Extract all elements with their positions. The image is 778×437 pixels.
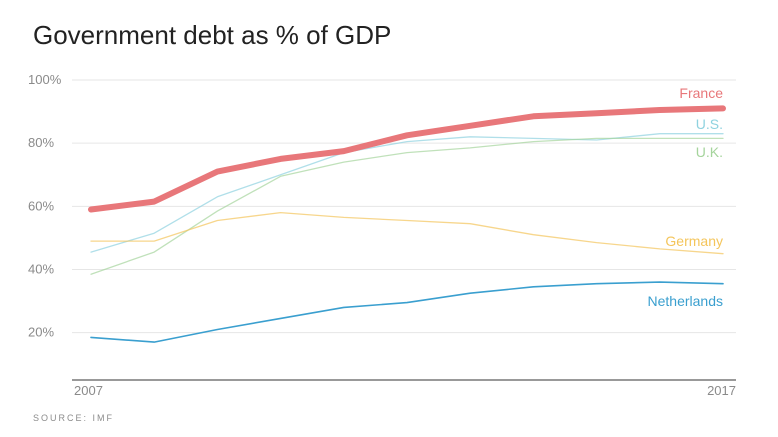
series-label-u-k: U.K. xyxy=(696,144,723,160)
y-tick-label: 80% xyxy=(28,135,54,150)
y-tick-label: 100% xyxy=(28,72,62,87)
series-line-france xyxy=(88,105,726,213)
series-label-germany: Germany xyxy=(665,233,723,249)
x-tick-label: 2017 xyxy=(707,383,736,398)
series-line-u-s xyxy=(90,133,724,253)
series-line-netherlands xyxy=(90,281,724,343)
series-label-u-s: U.S. xyxy=(696,116,723,132)
x-tick-label: 2007 xyxy=(74,383,103,398)
series-label-netherlands: Netherlands xyxy=(648,293,724,309)
chart-title: Government debt as % of GDP xyxy=(33,20,392,50)
y-tick-label: 20% xyxy=(28,325,54,340)
series-line-germany xyxy=(90,211,724,255)
y-tick-label: 40% xyxy=(28,261,54,276)
series-line-u-k xyxy=(90,137,724,275)
y-tick-label: 60% xyxy=(28,198,54,213)
series-label-france: France xyxy=(679,85,723,101)
source-note: SOURCE: IMF xyxy=(33,413,115,423)
